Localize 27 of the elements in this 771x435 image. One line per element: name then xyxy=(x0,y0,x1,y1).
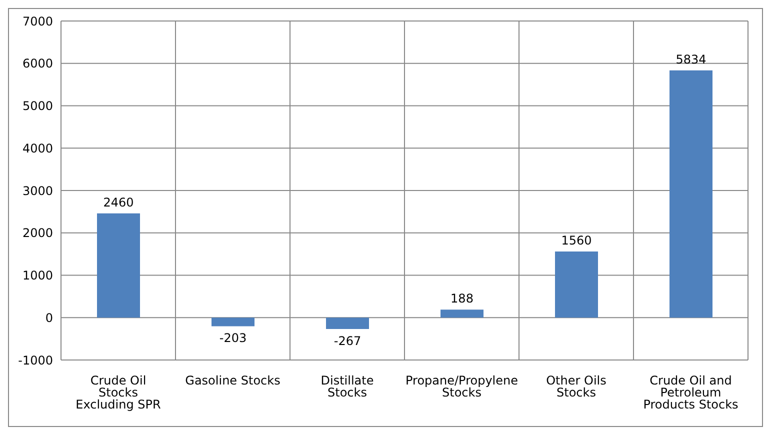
bar xyxy=(670,70,712,318)
y-tick-label: 4000 xyxy=(22,141,53,156)
x-tick-label: Crude Oil and Petroleum Products Stocks xyxy=(643,374,738,412)
y-tick-label: -1000 xyxy=(18,353,53,368)
y-tick-label: 6000 xyxy=(22,56,53,71)
bar xyxy=(440,310,484,318)
x-tick-label: Propane/Propylene Stocks xyxy=(406,374,518,400)
y-tick-label: 0 xyxy=(45,310,53,325)
bar xyxy=(326,318,369,329)
y-tick-label: 5000 xyxy=(22,99,53,114)
data-label: 188 xyxy=(450,292,474,306)
y-tick-label: 2000 xyxy=(22,226,53,240)
data-label: 2460 xyxy=(103,195,134,210)
y-tick-label: 7000 xyxy=(22,14,53,28)
data-label: 1560 xyxy=(561,234,592,248)
bar xyxy=(212,318,254,326)
x-tick-label: Crude Oil Stocks Excluding SPR xyxy=(76,374,161,412)
y-tick-label: 1000 xyxy=(22,268,53,283)
y-tick-label: 3000 xyxy=(22,184,53,198)
data-label: 5834 xyxy=(676,52,706,66)
data-label: -203 xyxy=(219,331,247,346)
x-tick-label: Other Oils Stocks xyxy=(546,374,606,400)
data-label: -267 xyxy=(334,334,362,348)
bar xyxy=(97,213,140,318)
bar xyxy=(555,252,598,318)
x-tick-label: Distillate Stocks xyxy=(320,374,374,400)
x-tick-label: Gasoline Stocks xyxy=(185,374,280,388)
